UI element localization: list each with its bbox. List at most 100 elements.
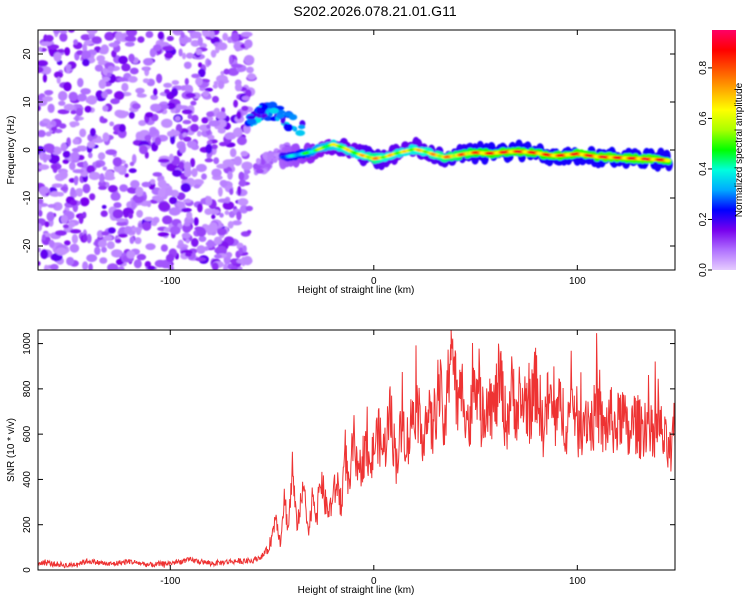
noise-blob (106, 241, 115, 250)
noise-blob (99, 116, 105, 123)
noise-blob (161, 118, 173, 128)
noise-blob (77, 145, 85, 150)
noise-blob (100, 44, 109, 55)
noise-blob (112, 157, 123, 167)
colorbar-gradient (712, 30, 736, 270)
noise-blob (196, 130, 202, 137)
noise-blob (43, 264, 49, 270)
upper-branch-blob (289, 114, 298, 121)
upper-branch-blob (276, 113, 285, 119)
noise-blob (47, 44, 60, 50)
noise-blob (38, 164, 50, 170)
lower-fringe-blob (255, 158, 261, 165)
noise-blob (76, 189, 83, 197)
carrier-core (665, 158, 671, 163)
noise-blob (195, 77, 203, 86)
noise-blob (129, 236, 135, 244)
noise-blob (171, 80, 180, 85)
noise-blob (233, 127, 243, 138)
noise-blob (185, 92, 196, 98)
snr-frame (37, 329, 676, 571)
noise-blob (101, 231, 110, 236)
lower-fringe-blob (255, 168, 264, 174)
noise-blob (172, 169, 182, 177)
noise-blob (241, 31, 253, 37)
noise-blob (237, 185, 242, 196)
noise-blob (142, 221, 152, 231)
noise-blob (107, 227, 116, 234)
noise-blob (107, 65, 115, 72)
noise-blob (86, 30, 98, 35)
noise-blob (86, 254, 98, 263)
noise-blob (82, 58, 90, 67)
noise-blob (115, 218, 127, 223)
noise-blob (222, 32, 229, 41)
upper-branch-blob (246, 115, 256, 120)
noise-blob (41, 234, 46, 242)
noise-blob (193, 217, 199, 226)
noise-blob (47, 204, 57, 208)
noise-blob (236, 111, 242, 120)
noise-blob (60, 214, 69, 224)
noise-blob (230, 258, 239, 265)
noise-blob (169, 196, 178, 205)
noise-blob (204, 208, 213, 216)
noise-blob (119, 184, 128, 192)
noise-blob (101, 90, 108, 99)
noise-blob (135, 227, 142, 236)
noise-blob (57, 109, 70, 115)
noise-blob (205, 143, 213, 154)
noise-blob (183, 61, 192, 69)
noise-blob (224, 210, 230, 216)
colorbar: 0.0 0.2 0.4 0.6 0.8 Normalized spectral ampl… (698, 30, 745, 277)
noise-blob (216, 119, 227, 128)
noise-blob (181, 109, 193, 115)
upper-branch-blob (298, 124, 306, 130)
noise-blob (96, 230, 104, 238)
noise-blob (86, 95, 98, 105)
noise-blob (55, 247, 67, 256)
noise-blob (42, 73, 48, 83)
noise-blob (231, 32, 240, 42)
noise-blob (98, 239, 107, 248)
noise-blob (51, 183, 64, 188)
noise-blob (42, 118, 50, 124)
noise-blob (182, 119, 192, 125)
noise-blob (135, 87, 145, 94)
noise-blob (157, 188, 166, 198)
noise-blob (227, 221, 234, 229)
noise-blob (213, 157, 220, 165)
noise-blob (99, 173, 105, 184)
noise-blob (52, 202, 63, 211)
noise-blob (212, 95, 219, 103)
noise-blob (194, 226, 204, 231)
noise-blob (186, 52, 194, 59)
snr-x-ticks: -100 0 100 (160, 330, 586, 587)
noise-blob (131, 200, 136, 211)
noise-blob (181, 232, 191, 239)
lower-fringe-blob (260, 158, 266, 165)
noise-blob (222, 201, 235, 210)
noise-blob (129, 161, 135, 167)
noise-blob (138, 222, 143, 229)
noise-blob (207, 134, 215, 140)
noise-blob (121, 63, 131, 72)
noise-blob (210, 49, 217, 58)
noise-blob (193, 184, 201, 189)
noise-blob (164, 52, 174, 59)
noise-blob (38, 129, 46, 138)
noise-blob (38, 202, 42, 212)
noise-blob (73, 176, 79, 186)
noise-blob (64, 47, 71, 56)
colorbar-tick-label: 0.2 (698, 212, 709, 226)
noise-blob (183, 199, 192, 203)
noise-blob (246, 66, 254, 74)
noise-blob (117, 266, 125, 270)
noise-blob (79, 128, 87, 138)
noise-blob (211, 262, 219, 270)
snr-line (38, 330, 675, 569)
noise-blob (238, 171, 245, 181)
noise-blob (56, 76, 61, 84)
noise-blob (195, 257, 207, 262)
noise-blob (172, 30, 183, 36)
